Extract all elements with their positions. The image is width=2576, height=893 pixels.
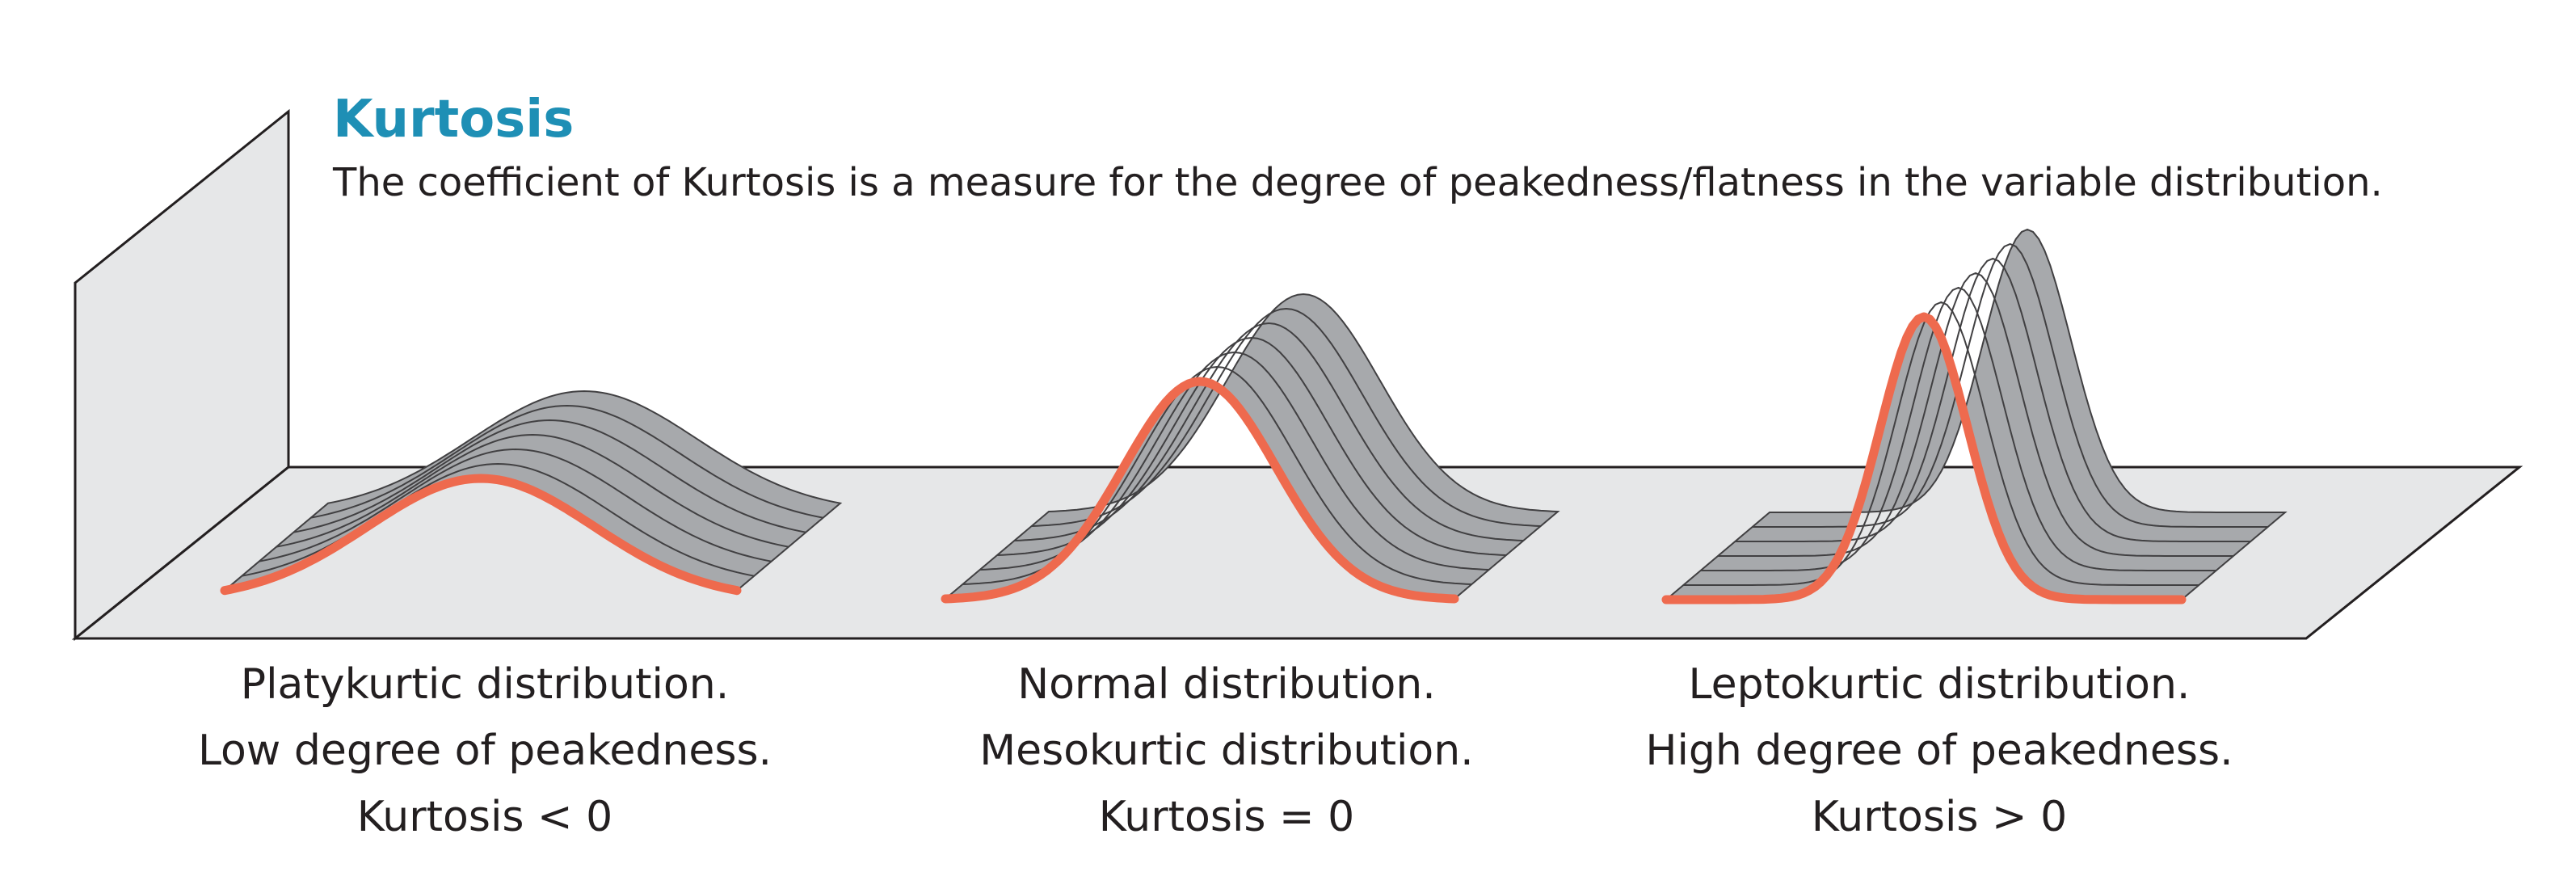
distribution-surfaces <box>220 228 2288 604</box>
caption-name: Leptokurtic distribution. <box>1688 660 2191 709</box>
caption-kurtosis: Kurtosis = 0 <box>1098 793 1355 841</box>
caption-kurtosis: Kurtosis > 0 <box>1811 793 2068 841</box>
surface-slice-line <box>310 404 823 519</box>
caption-description: Low degree of peakedness. <box>197 727 772 775</box>
surface-slice-line <box>259 448 772 562</box>
front-curve-highlight <box>941 377 1459 604</box>
front-curve-highlight <box>220 474 742 596</box>
caption-platykurtic: Platykurtic distribution. Low degree of … <box>121 651 848 850</box>
surface-medium <box>941 293 1560 604</box>
surface-high <box>1661 228 2288 604</box>
page-subtitle: The coefficient of Kurtosis is a measure… <box>333 160 2383 205</box>
caption-name: Normal distribution. <box>1017 660 1436 709</box>
surface-slice-line <box>1752 242 2268 528</box>
caption-name: Platykurtic distribution. <box>240 660 730 709</box>
caption-description: Mesokurtic distribution. <box>979 727 1474 775</box>
page-title: Kurtosis <box>333 90 575 150</box>
caption-normal: Normal distribution. Mesokurtic distribu… <box>863 651 1590 850</box>
surface-slice-line <box>1683 301 2199 586</box>
surface-slice-line <box>1031 307 1541 527</box>
surface-slice-line <box>1700 286 2216 571</box>
surface-slice-line <box>1718 272 2233 557</box>
surface-slice-line <box>276 433 789 548</box>
surface-slice-line <box>293 419 806 533</box>
surface-slice-line <box>1735 257 2251 542</box>
caption-leptokurtic: Leptokurtic distribution. High degree of… <box>1576 651 2303 850</box>
caption-kurtosis: Kurtosis < 0 <box>356 793 613 841</box>
surface-slice-line <box>1014 322 1524 541</box>
surface-low <box>220 390 843 596</box>
front-curve-highlight <box>1661 312 2187 604</box>
caption-description: High degree of peakedness. <box>1645 727 2233 775</box>
